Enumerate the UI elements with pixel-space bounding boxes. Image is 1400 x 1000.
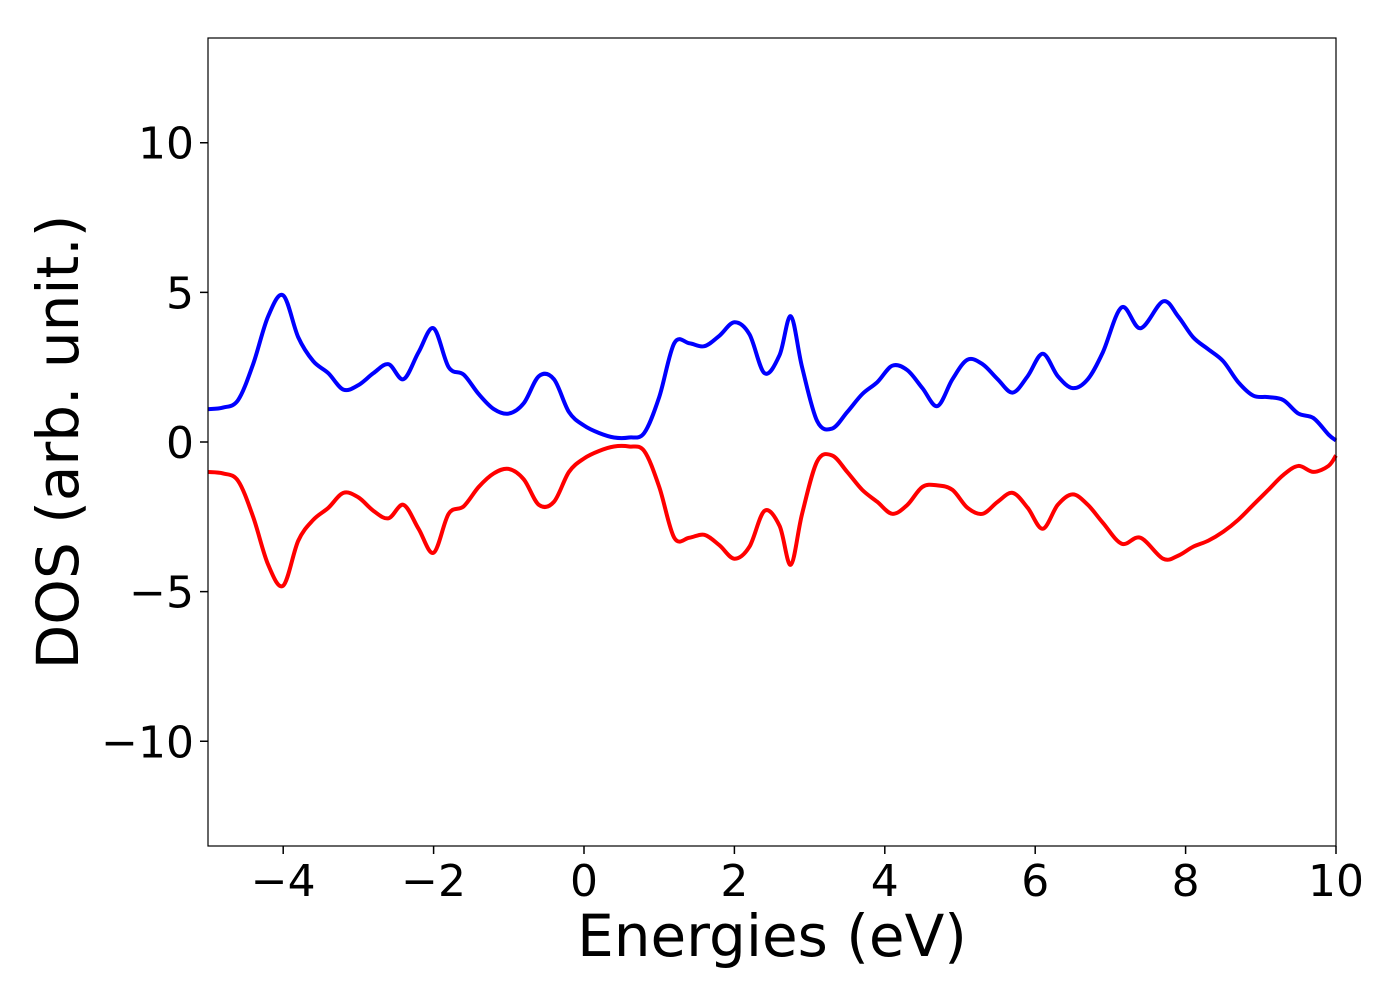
y-tick-label: 10 bbox=[138, 119, 194, 170]
series-line-2 bbox=[207, 443, 1338, 589]
x-tick-label: 8 bbox=[1172, 856, 1200, 907]
y-tick-label: −10 bbox=[101, 717, 194, 768]
x-axis-label: Energies (eV) bbox=[577, 902, 967, 970]
series-layer bbox=[207, 292, 1338, 589]
y-axis-ticks: −10 −5 0 5 10 bbox=[101, 119, 208, 768]
plot-frame bbox=[207, 37, 1337, 847]
x-tick-label: 2 bbox=[720, 856, 748, 907]
y-tick-label: −5 bbox=[129, 568, 194, 619]
x-axis-ticks: −4 −2 0 2 4 6 8 10 bbox=[251, 846, 1364, 907]
x-tick-label: 0 bbox=[570, 856, 598, 907]
x-tick-label: −4 bbox=[251, 856, 316, 907]
y-tick-label: 0 bbox=[166, 418, 194, 469]
y-axis-label: DOS (arb. unit.) bbox=[24, 215, 92, 670]
y-tick-label: 5 bbox=[166, 268, 194, 319]
x-tick-label: −2 bbox=[401, 856, 466, 907]
x-tick-label: 6 bbox=[1021, 856, 1049, 907]
x-tick-label: 10 bbox=[1308, 856, 1364, 907]
series-line-1 bbox=[207, 292, 1338, 443]
x-tick-label: 4 bbox=[871, 856, 899, 907]
